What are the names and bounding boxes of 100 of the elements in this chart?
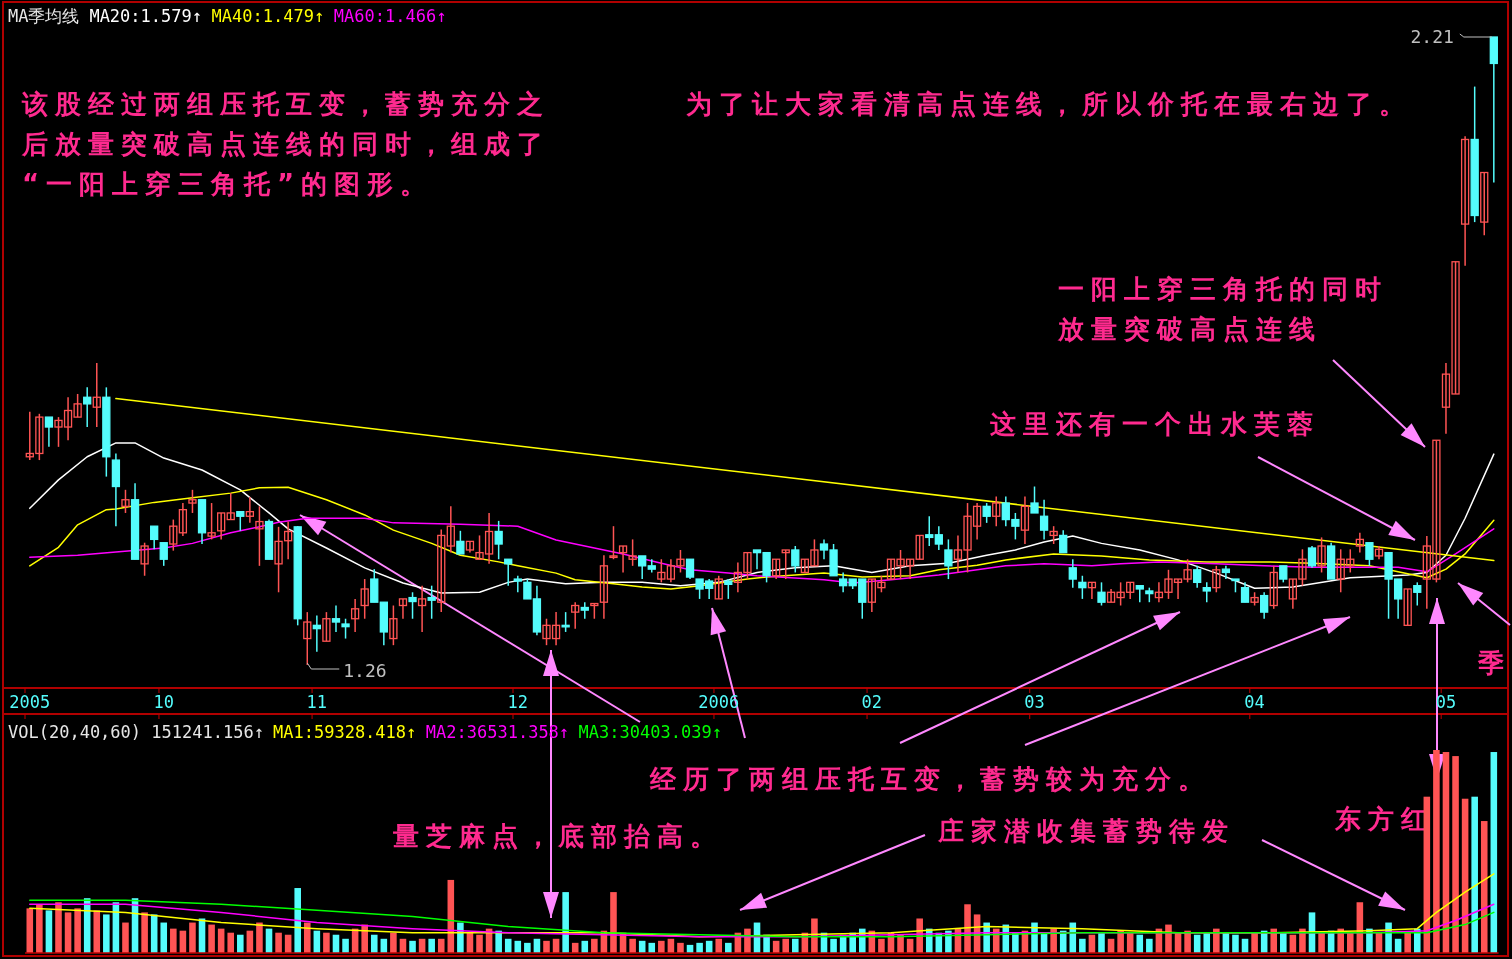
candlestick (1307, 545, 1317, 569)
bar (591, 938, 598, 953)
x-tick-label: 02 (861, 692, 883, 712)
bar (409, 940, 416, 953)
bar (562, 892, 569, 953)
candlestick (1260, 591, 1269, 620)
bar (811, 918, 818, 953)
bar (342, 938, 349, 953)
candlestick (571, 601, 580, 630)
candlestick (1212, 565, 1221, 594)
bar (304, 922, 311, 953)
candlestick (121, 489, 130, 514)
candlestick (618, 545, 628, 574)
candlestick (92, 362, 101, 428)
candlestick (1269, 565, 1278, 610)
candlestick (370, 568, 379, 603)
candlestick (1240, 581, 1250, 603)
candlestick (322, 611, 331, 642)
bar (428, 938, 435, 953)
candlestick (398, 598, 408, 620)
bar (543, 940, 550, 953)
candlestick (350, 598, 360, 633)
annotation: 经历了两组压托互变，蓄势较为充分。 (649, 764, 1211, 794)
candlestick (44, 416, 54, 448)
candlestick (1202, 581, 1211, 603)
candlestick (1059, 529, 1068, 554)
bar (992, 928, 1000, 953)
candlestick (283, 520, 293, 560)
x-tick-label: 2005 (9, 692, 51, 712)
candlestick (838, 571, 848, 594)
candlestick (1020, 495, 1030, 545)
annotation: 该股经过两组压托互变，蓄势充分之后放量突破高点连线的同时，组成了“一阳上穿三角托”的图形。 (21, 89, 550, 199)
candlestick (1374, 545, 1384, 560)
candlestick (427, 584, 436, 620)
bar (45, 910, 53, 953)
bar (93, 910, 101, 953)
candlestick (83, 386, 92, 428)
candlestick (217, 512, 226, 541)
candlestick (638, 555, 647, 580)
candlestick (1317, 536, 1326, 574)
candlestick (1460, 135, 1470, 267)
candlestick (944, 538, 953, 580)
candlestick (140, 541, 149, 577)
bar (141, 912, 148, 953)
candlestick (1135, 584, 1144, 603)
bar (55, 902, 62, 953)
candlestick (1403, 588, 1412, 627)
candlestick (1480, 171, 1489, 237)
bar (495, 930, 502, 953)
candlestick (992, 495, 1001, 527)
candlestick (915, 534, 924, 560)
annotation: 季 (1477, 648, 1511, 678)
bar (696, 942, 703, 953)
bar (677, 942, 684, 953)
candlestick (417, 584, 427, 633)
bar (878, 938, 885, 953)
bar (648, 942, 656, 953)
bar (1098, 932, 1105, 953)
bar (1337, 928, 1344, 953)
bar (1165, 924, 1172, 953)
candlestick (226, 492, 235, 521)
candlestick (465, 540, 475, 554)
bar (170, 928, 177, 953)
bar (294, 888, 301, 953)
candlestick (1078, 575, 1087, 600)
text: MA3:30403.039↑ (578, 722, 722, 742)
bar (160, 922, 168, 953)
annotation: 1.26 (343, 660, 387, 681)
bar (237, 934, 244, 953)
bar (1404, 932, 1411, 953)
annotation: 量芝麻点，底部抬高。 (392, 821, 723, 851)
candlestick (331, 604, 341, 633)
x-tick-label: 03 (1024, 692, 1045, 712)
bar (1203, 932, 1211, 953)
annotation: 东方红 (1334, 804, 1434, 834)
bar (1079, 938, 1086, 953)
bar (1299, 928, 1306, 953)
bar (581, 940, 589, 953)
annotation: 一阳上穿三角托的同时放量突破高点连线 (1057, 274, 1388, 344)
candlestick (274, 526, 283, 594)
bar (524, 942, 531, 953)
candlestick (360, 578, 369, 620)
candlestick (446, 505, 455, 554)
candlestick (245, 496, 255, 524)
annotation: 为了让大家看清高点连线，所以价托在最右边了。 (686, 89, 1412, 119)
candlestick (1355, 532, 1364, 554)
text: MA20:1.579↑ (89, 6, 202, 26)
bar (437, 938, 445, 953)
bar (323, 932, 330, 953)
candlestick (1413, 581, 1422, 607)
candlestick (580, 601, 589, 620)
candlestick (982, 502, 991, 524)
x-tick-label: 11 (306, 692, 328, 712)
candlestick (1030, 485, 1039, 514)
bar (227, 932, 235, 953)
candlestick (178, 502, 188, 537)
bar (208, 924, 215, 953)
candlestick (781, 549, 790, 580)
bar (1347, 932, 1354, 953)
candlestick (714, 575, 723, 600)
